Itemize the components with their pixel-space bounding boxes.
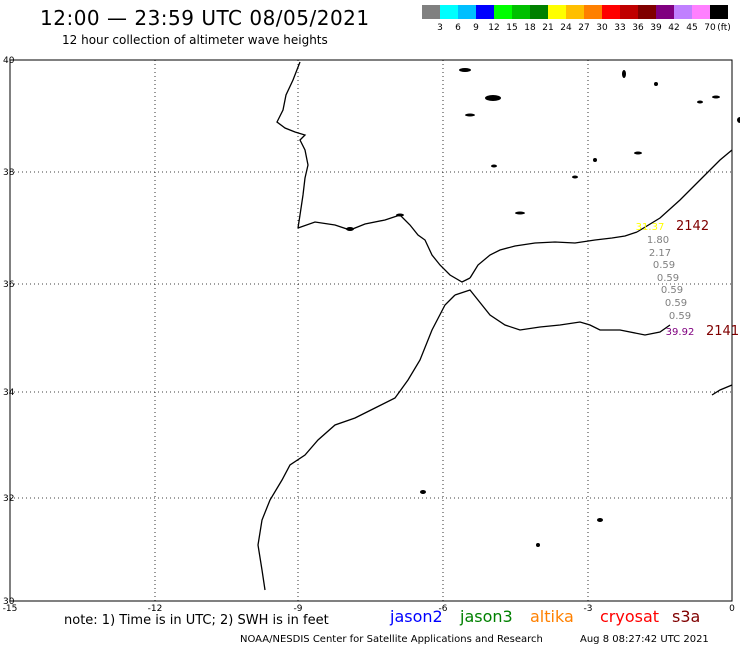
scale-label: 45: [686, 23, 698, 33]
satellite-legend-item: jason3: [460, 607, 513, 626]
scale-swatch: [548, 5, 566, 19]
scale-swatch: [512, 5, 530, 19]
latitude-tick-label: 34: [3, 388, 15, 398]
latitude-tick-label: 38: [3, 168, 15, 178]
scale-label: 3: [437, 23, 443, 33]
wave-height-label: 0.59: [661, 285, 683, 296]
latitude-tick-label: 30: [3, 597, 15, 607]
wave-height-label: 39.92: [666, 327, 695, 338]
longitude-tick-label: 0: [729, 604, 735, 614]
longitude-tick-label: -12: [148, 604, 163, 614]
wave-height-label: 2.17: [649, 248, 671, 259]
latitude-tick-label: 36: [3, 280, 15, 290]
scale-swatch: [620, 5, 638, 19]
satellite-legend-item: s3a: [672, 607, 701, 626]
coastline: [257, 61, 733, 591]
wave-height-label: 0.59: [657, 273, 679, 284]
wave-height-label: 31.37: [636, 222, 665, 233]
islands: [346, 68, 740, 547]
scale-swatch: [440, 5, 458, 19]
wave-height-label: 0.59: [665, 298, 687, 309]
latitude-tick-label: 40: [3, 56, 15, 66]
scale-label: 15: [506, 23, 518, 33]
scale-swatch: [566, 5, 584, 19]
scale-label: 21: [542, 23, 554, 33]
longitude-tick-label: -6: [439, 604, 448, 614]
scale-swatch: [656, 5, 674, 19]
scale-swatch: [692, 5, 710, 19]
scale-swatch: [458, 5, 476, 19]
generation-timestamp: Aug 8 08:27:42 UTC 2021: [580, 634, 709, 645]
scale-label: 42: [668, 23, 680, 33]
map-subtitle: 12 hour collection of altimeter wave hei…: [62, 33, 328, 47]
scale-label: 9: [473, 23, 479, 33]
scale-label: 18: [524, 23, 536, 33]
scale-label: 24: [560, 23, 572, 33]
wave-height-label: 0.59: [669, 311, 691, 322]
scale-swatch: [476, 5, 494, 19]
satellite-legend-item: cryosat: [600, 607, 660, 626]
scale-swatch: [584, 5, 602, 19]
longitude-tick-label: -9: [294, 604, 303, 614]
scale-label: 12: [488, 23, 500, 33]
gridlines: [10, 60, 732, 601]
map-frame: [9, 59, 733, 602]
scale-unit: (ft): [717, 23, 731, 33]
scale-swatch: [422, 5, 440, 19]
pass-number-label: 2142: [676, 219, 709, 234]
wave-height-label: 1.80: [647, 235, 669, 246]
scale-swatch: [710, 5, 728, 19]
scale-label: 33: [614, 23, 626, 33]
scale-label: 30: [596, 23, 608, 33]
longitude-tick-label: -15: [3, 604, 18, 614]
longitude-tick-label: -3: [584, 604, 593, 614]
scale-label: 36: [632, 23, 644, 33]
satellite-legend-item: jason2: [390, 607, 443, 626]
scale-swatch: [530, 5, 548, 19]
satellite-legend-item: altika: [530, 607, 574, 626]
wave-height-label: 0.59: [653, 260, 675, 271]
latitude-tick-label: 32: [3, 494, 14, 504]
scale-label: 70: [704, 23, 716, 33]
scale-label: 27: [578, 23, 590, 33]
footer-note: note: 1) Time is in UTC; 2) SWH is in fe…: [64, 613, 329, 628]
scale-swatch: [638, 5, 656, 19]
scale-swatch: [674, 5, 692, 19]
credit-text: NOAA/NESDIS Center for Satellite Applica…: [240, 634, 543, 645]
map-title: 12:00 — 23:59 UTC 08/05/2021: [40, 6, 370, 30]
scale-swatch: [494, 5, 512, 19]
scale-label: 6: [455, 23, 461, 33]
pass-number-label: 2141: [706, 324, 739, 339]
scale-label: 39: [650, 23, 662, 33]
scale-swatch: [602, 5, 620, 19]
